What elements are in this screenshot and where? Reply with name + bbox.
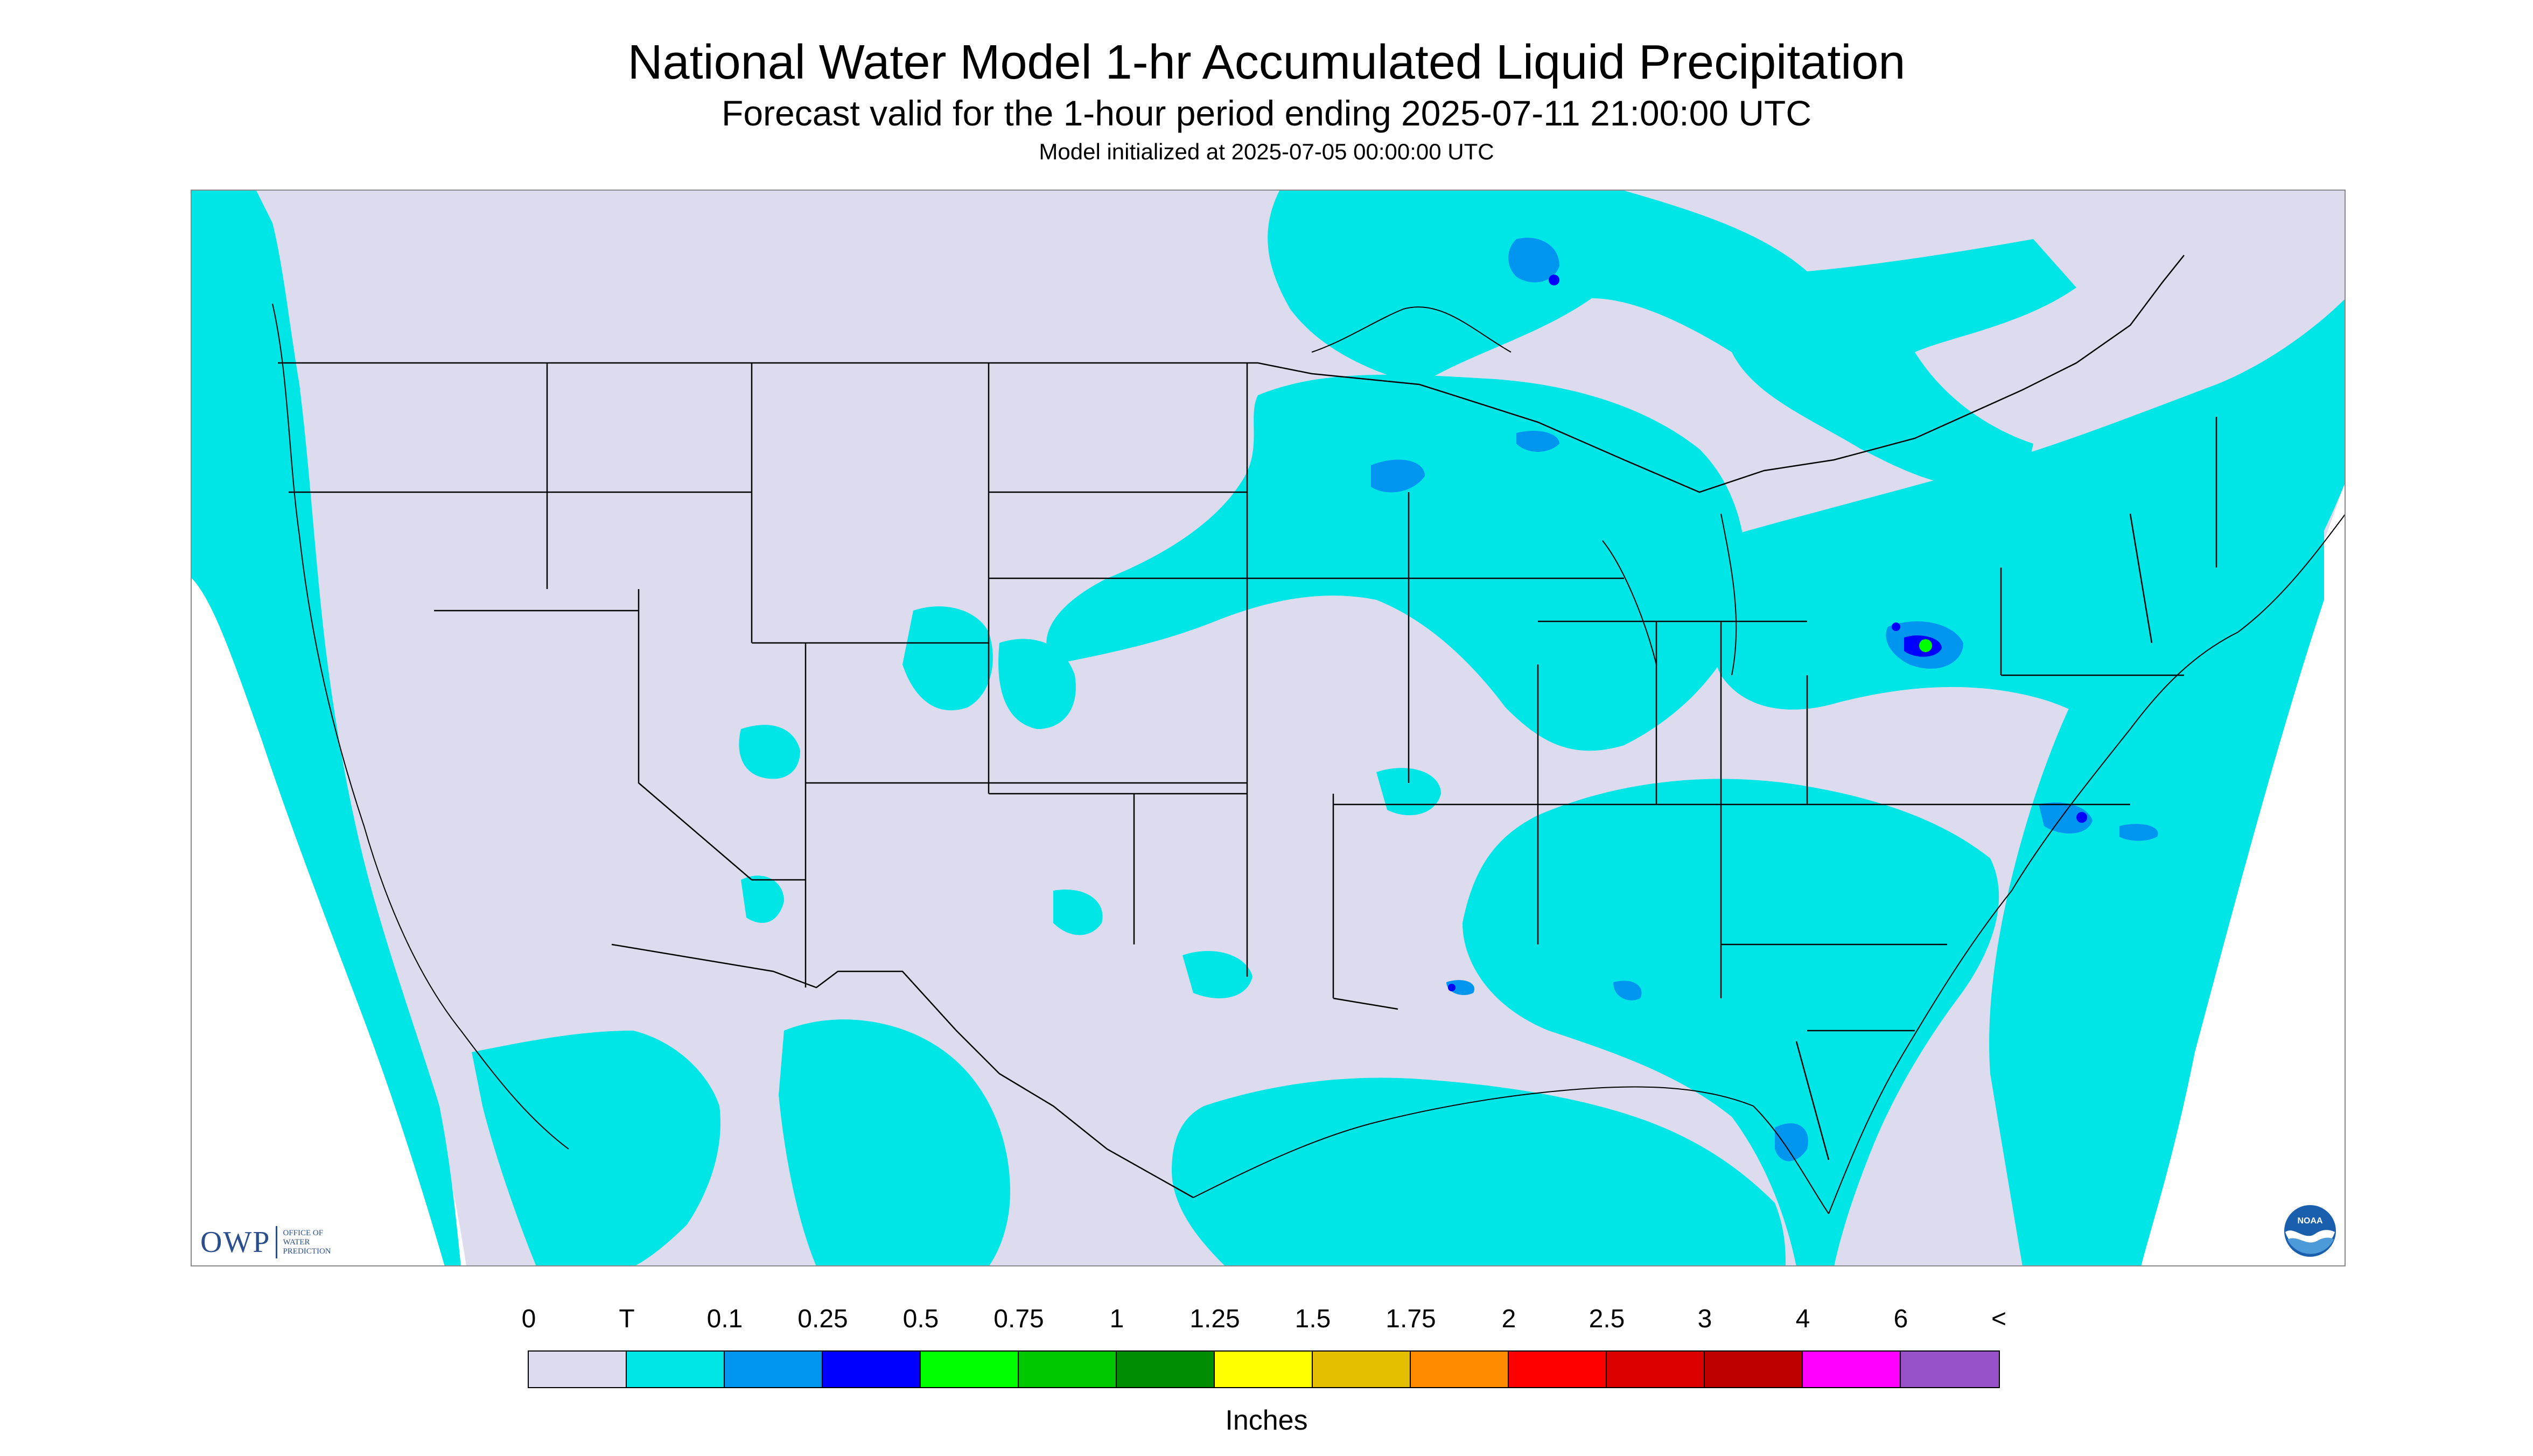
owp-logo-separator [276, 1226, 278, 1258]
legend-swatch [1607, 1352, 1705, 1387]
legend-tick-label: 0.5 [902, 1305, 939, 1333]
legend-labels: 0 T 0.1 0.25 0.5 0.75 1 1.25 1.5 1.75 2 2.5 3 4 6 < [0, 1304, 2533, 1336]
legend-swatch [823, 1352, 921, 1387]
legend-swatch [1705, 1352, 1803, 1387]
forecast-valid-subtitle: Forecast valid for the 1-hour period end… [722, 93, 1811, 133]
legend-tick-label: 3 [1697, 1305, 1712, 1333]
legend-tick-label: 2.5 [1589, 1305, 1625, 1333]
legend-swatch [529, 1352, 627, 1387]
legend-swatch [1313, 1352, 1411, 1387]
legend-tick-label: 1 [1109, 1305, 1124, 1333]
legend-tick-label: < [1991, 1305, 2007, 1333]
legend-tick-label: 0 [521, 1305, 536, 1333]
legend-swatch [1411, 1352, 1509, 1387]
noaa-logo: NOAA [2284, 1205, 2336, 1257]
map-canvas [192, 191, 2345, 1265]
legend-swatch [1117, 1352, 1215, 1387]
owp-logo: OWP OFFICE OF WATER PREDICTION [200, 1223, 331, 1261]
precipitation-map [191, 190, 2346, 1266]
legend-swatch [921, 1352, 1019, 1387]
legend-tick-label: 1.75 [1386, 1305, 1436, 1333]
map-title: National Water Model 1-hr Accumulated Li… [627, 36, 1906, 89]
legend-swatch [725, 1352, 823, 1387]
precip-heavy-areas [1448, 275, 2087, 991]
coastlines [272, 303, 2345, 1214]
legend-swatch [1509, 1352, 1607, 1387]
legend-tick-label: 1.25 [1189, 1305, 1240, 1333]
legend-swatch [1803, 1352, 1901, 1387]
legend-tick-label: 2 [1501, 1305, 1516, 1333]
legend-swatch [1901, 1352, 1999, 1387]
owp-logo-subtext: OFFICE OF WATER PREDICTION [283, 1228, 331, 1256]
legend-tick-label: 0.25 [797, 1305, 848, 1333]
svg-text:NOAA: NOAA [2297, 1216, 2323, 1226]
legend-swatch [1019, 1352, 1117, 1387]
legend-colorbar [528, 1350, 2000, 1388]
legend-swatch [627, 1352, 725, 1387]
precip-trace-areas [192, 191, 2345, 1265]
legend-tick-label: 6 [1893, 1305, 1908, 1333]
legend-tick-label: 1.5 [1295, 1305, 1331, 1333]
legend-tick-label: T [619, 1305, 635, 1333]
legend-tick-label: 0.1 [706, 1305, 743, 1333]
owp-logo-text: OWP [200, 1226, 271, 1259]
legend-swatch [1215, 1352, 1313, 1387]
legend-units: Inches [1225, 1405, 1308, 1436]
political-borders [278, 255, 2217, 1199]
legend-tick-label: 4 [1795, 1305, 1810, 1333]
model-init-text: Model initialized at 2025-07-05 00:00:00… [1039, 139, 1494, 164]
legend-tick-label: 0.75 [993, 1305, 1044, 1333]
